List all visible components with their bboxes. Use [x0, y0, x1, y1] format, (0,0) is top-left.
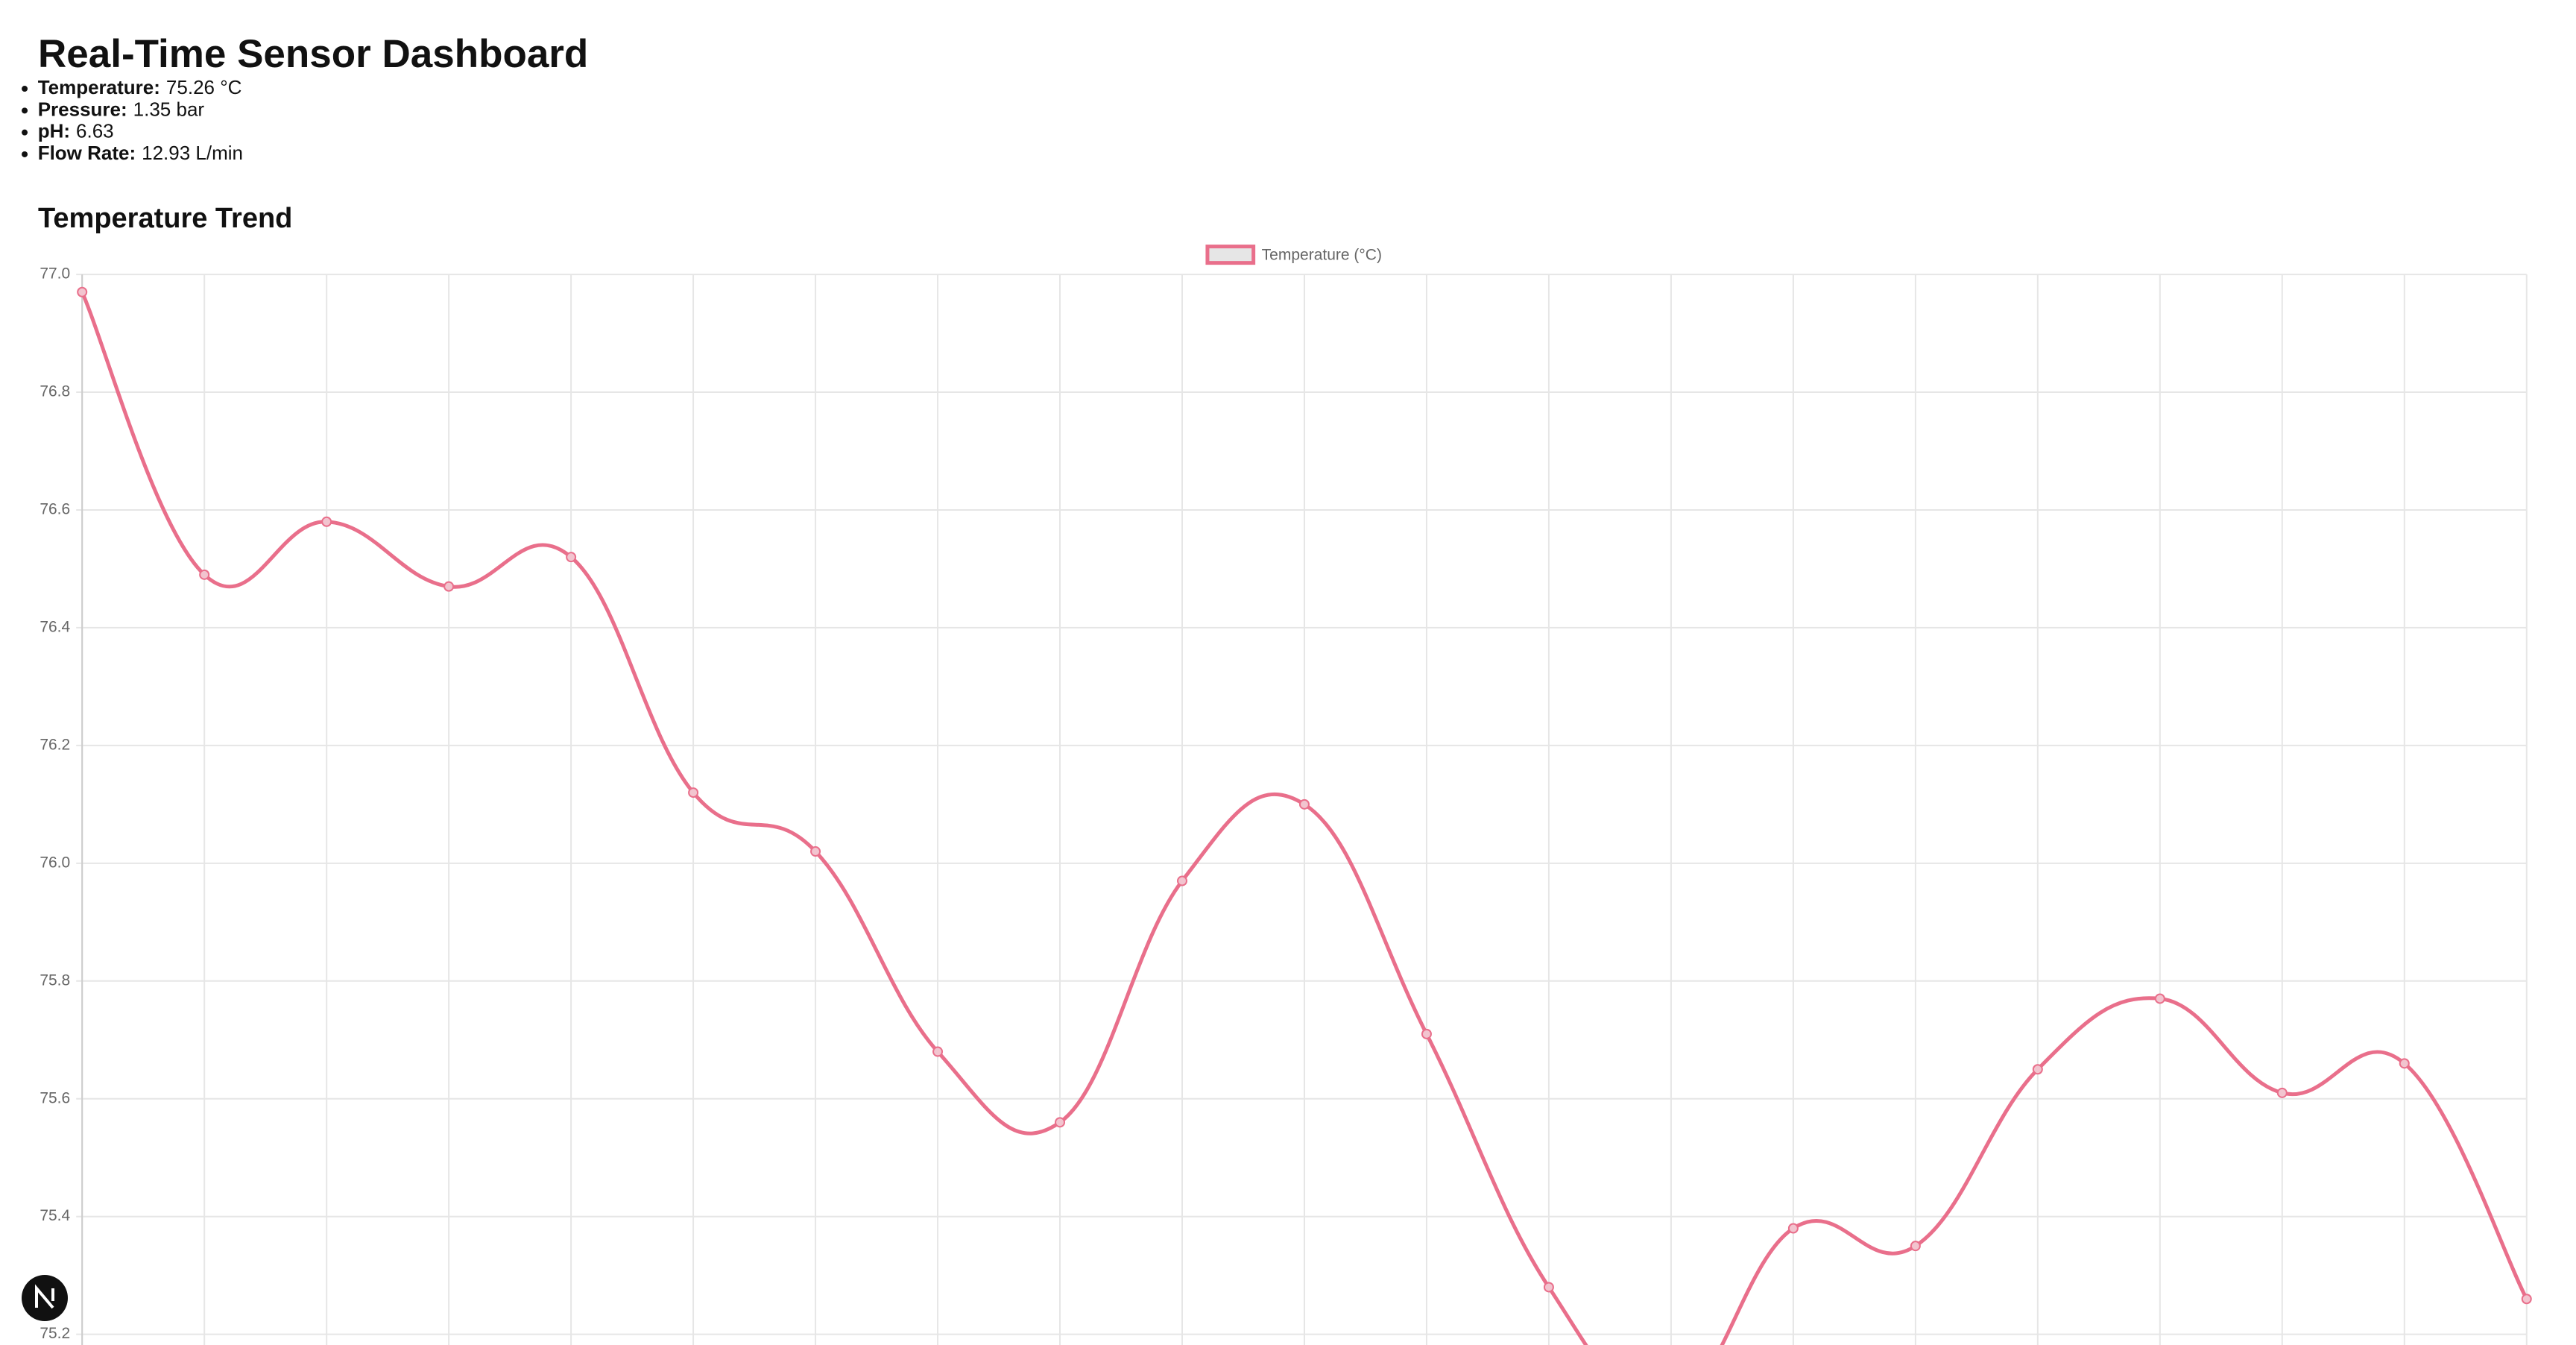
- point: [2276, 1087, 2288, 1098]
- legend-label: Temperature (°C): [1262, 246, 1382, 263]
- metric-value: 12.93 L/min: [142, 142, 243, 164]
- y-tick-label: 76.6: [40, 501, 70, 518]
- point: [566, 552, 577, 563]
- metric-value: 6.63: [76, 120, 114, 142]
- point: [321, 516, 332, 527]
- bullet: [22, 107, 28, 114]
- legend-swatch: [1205, 245, 1256, 265]
- bullet: [22, 129, 28, 136]
- bullet: [22, 86, 28, 92]
- y-tick-label: 76.2: [40, 736, 70, 753]
- y-tick-label: 75.2: [40, 1325, 70, 1342]
- point: [810, 846, 821, 857]
- badge-icon: [35, 1284, 54, 1309]
- page-title: Real-Time Sensor Dashboard: [38, 32, 588, 76]
- y-tick-label: 76.4: [40, 618, 70, 635]
- point: [199, 569, 210, 580]
- point: [1910, 1241, 1921, 1252]
- point: [2154, 993, 2165, 1004]
- y-tick-label: 76.8: [40, 383, 70, 400]
- point: [1055, 1117, 1066, 1128]
- point: [1176, 875, 1187, 886]
- metric-label: Temperature:: [38, 76, 160, 98]
- point: [2032, 1064, 2043, 1075]
- point: [1298, 799, 1310, 810]
- metric-item: Flow Rate: 12.93 L/min: [38, 142, 243, 164]
- y-tick-label: 76.0: [40, 854, 70, 871]
- metric-item: Temperature: 75.26 °C: [38, 76, 242, 98]
- point: [2399, 1058, 2410, 1069]
- chart-title: Temperature Trend: [38, 203, 292, 234]
- point: [1421, 1028, 1432, 1039]
- nextjs-badge[interactable]: [22, 1275, 68, 1321]
- metric-item: Pressure: 1.35 bar: [38, 98, 205, 120]
- metric-label: pH:: [38, 120, 70, 142]
- y-tick-label: 75.4: [40, 1207, 70, 1224]
- y-tick-label: 75.6: [40, 1089, 70, 1106]
- point: [688, 787, 699, 799]
- metric-label: Flow Rate:: [38, 142, 136, 164]
- y-tick-label: 75.8: [40, 971, 70, 989]
- point: [2521, 1294, 2532, 1305]
- y-tick-label: 77.0: [40, 265, 70, 283]
- metric-value: 1.35 bar: [133, 98, 205, 120]
- point: [932, 1046, 944, 1057]
- point: [443, 581, 455, 592]
- point: [1543, 1282, 1554, 1293]
- metric-item: pH: 6.63: [38, 120, 114, 142]
- metric-label: Pressure:: [38, 98, 127, 120]
- bullet: [22, 151, 28, 157]
- point: [1787, 1223, 1799, 1234]
- point: [77, 286, 88, 297]
- metric-value: 75.26 °C: [166, 76, 242, 98]
